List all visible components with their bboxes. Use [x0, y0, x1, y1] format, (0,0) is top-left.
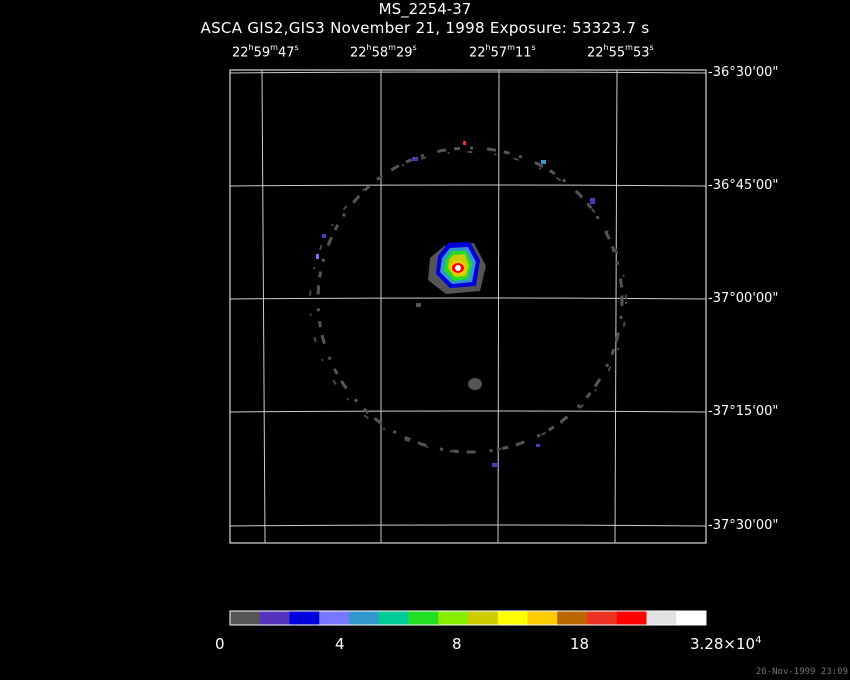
colorbar-segment [259, 611, 290, 625]
colorbar-label-1: 4 [335, 635, 345, 653]
secondary-source [468, 378, 482, 390]
colorbar-segment [289, 611, 320, 625]
colorbar-segment [378, 611, 409, 625]
colorbar-label-max: 3.28×104 [690, 635, 762, 653]
colorbar-frame [229, 610, 707, 626]
colorbar-segment [527, 611, 558, 625]
dec-label-4: -37°15'00" [708, 404, 779, 419]
plot-frame [229, 69, 707, 544]
colorbar-segment [408, 611, 439, 625]
dec-label-3: -37°00'00" [708, 291, 779, 306]
image-subtitle: ASCA GIS2,GIS3 November 21, 1998 Exposur… [200, 19, 650, 37]
detector-ring [309, 141, 627, 467]
ra-label-3: 22h57m11s [469, 43, 536, 61]
ra-label-1: 22h59m47s [232, 43, 299, 61]
dec-label-1: -36°30'00" [708, 65, 779, 80]
dec-label-5: -37°30'00" [708, 518, 779, 533]
colorbar-label-2: 8 [452, 635, 462, 653]
dec-label-2: -36°45'00" [708, 178, 779, 193]
image-title: MS_2254-37 [378, 0, 472, 18]
colorbar-segment [646, 611, 677, 625]
colorbar-segment [468, 611, 499, 625]
colorbar-segment [616, 611, 647, 625]
colorbar-label-3: 18 [570, 635, 590, 653]
colorbar-segment [349, 611, 380, 625]
colorbar-segment [497, 611, 528, 625]
main-source [428, 242, 486, 294]
colorbar-segment [319, 611, 350, 625]
timestamp: 26-Nov-1999 23:09 [755, 667, 848, 677]
colorbar-label-0: 0 [215, 635, 225, 653]
colorbar-segment [587, 611, 618, 625]
colorbar-segment [438, 611, 469, 625]
colorbar-segment [557, 611, 588, 625]
coordinate-grid [229, 69, 707, 544]
ra-label-4: 22h55m53s [587, 43, 654, 61]
ra-label-2: 22h58m29s [350, 43, 417, 61]
colorbar-segment [230, 611, 261, 625]
colorbar-segment [676, 611, 707, 625]
colorbar [229, 610, 707, 626]
